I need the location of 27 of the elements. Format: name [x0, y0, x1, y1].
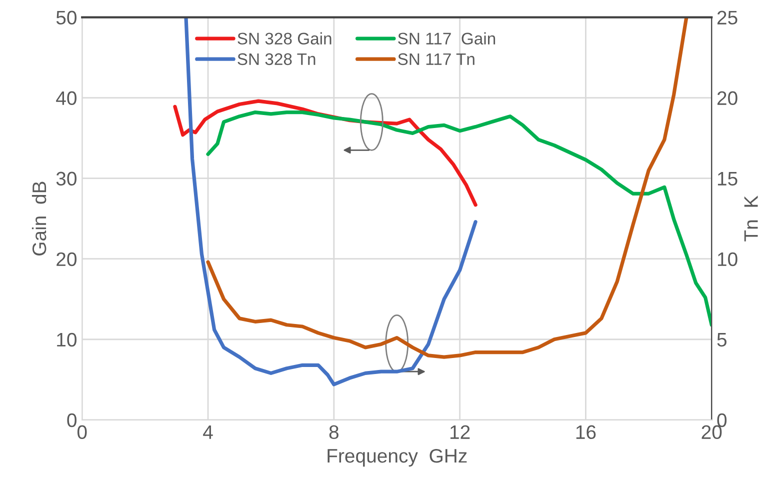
y-axis-title: Gain dB	[32, 182, 46, 256]
legend-label: SN 328 Gain	[238, 32, 332, 45]
y2-tick-label: 15	[718, 172, 738, 186]
legend-label: SN 117 Gain	[398, 32, 496, 45]
y2-tick-label: 25	[717, 10, 738, 25]
x-tick-label: 12	[450, 425, 470, 439]
y2-tick-label: 10	[718, 252, 738, 266]
y-tick-label: 40	[56, 91, 76, 106]
y-tick-label: 30	[56, 172, 76, 186]
y-tick-label: 20	[56, 252, 76, 266]
x-tick-label: 8	[329, 425, 338, 440]
legend-label: SN 117 Tn	[398, 53, 474, 66]
y-tick-label: 10	[57, 332, 76, 347]
y2-tick-label: 0	[717, 413, 727, 428]
y2-axis-title: Tn K	[744, 196, 758, 242]
x-tick-label: 20	[702, 425, 722, 440]
x-tick-label: 0	[77, 425, 87, 440]
x-axis-title: Frequency GHz	[328, 448, 467, 467]
line-series	[206, 17, 688, 359]
y2-tick-label: 5	[717, 333, 726, 347]
line-series	[206, 110, 712, 327]
y-tick-label: 50	[56, 10, 76, 25]
x-tick-label: 16	[576, 425, 596, 440]
legend-label: SN 328 Tn	[238, 53, 316, 66]
y-tick-label: 0	[67, 413, 76, 428]
x-tick-label: 4	[203, 425, 213, 439]
y2-tick-label: 20	[717, 91, 738, 106]
